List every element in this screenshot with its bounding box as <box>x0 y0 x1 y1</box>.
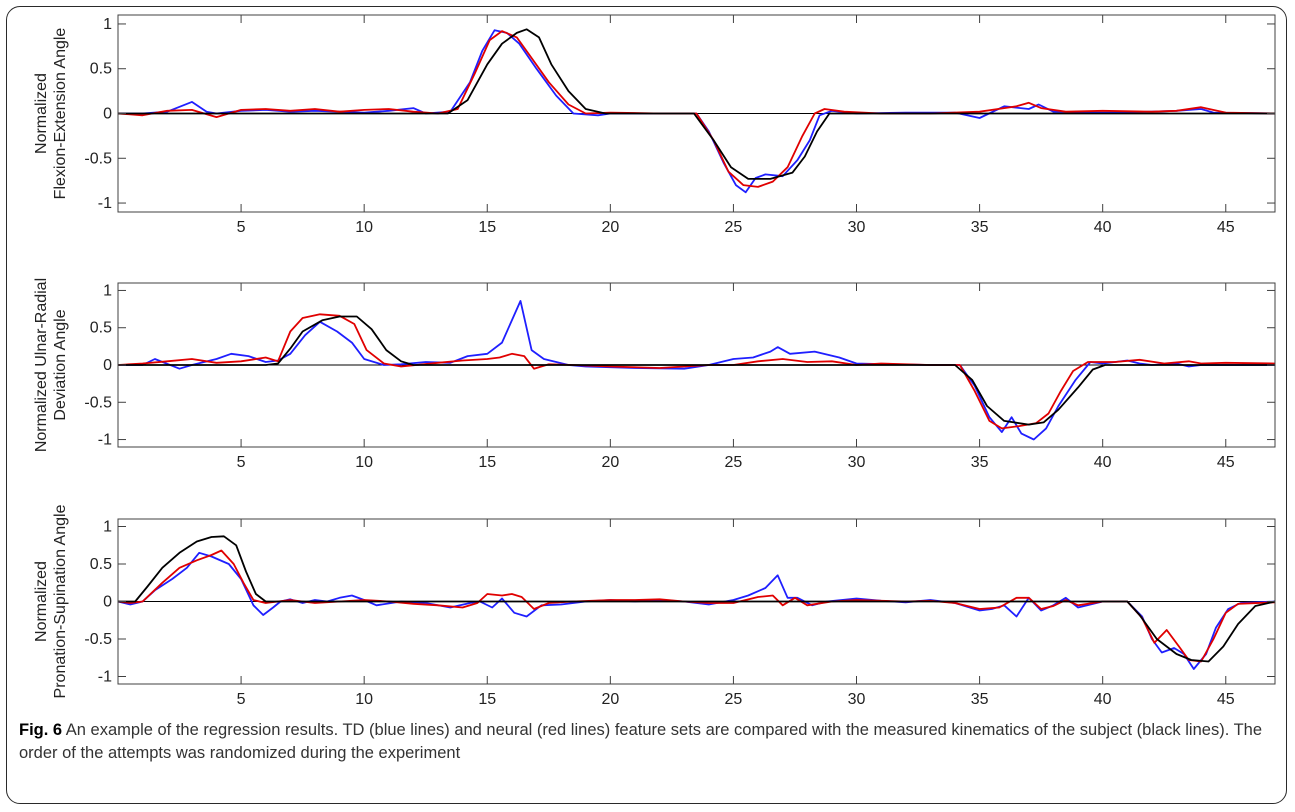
x-tick-label: 30 <box>848 691 866 708</box>
y-tick-label: -0.5 <box>84 631 112 648</box>
x-tick-label: 35 <box>971 454 989 471</box>
series-line-measured <box>118 28 1275 180</box>
y-axis-label: Pronation-Supination Angle <box>52 504 69 698</box>
y-tick-label: 0 <box>103 357 112 374</box>
x-tick-label: 10 <box>355 691 373 708</box>
x-tick-label: 25 <box>725 691 743 708</box>
chart-panel-3: 5 10 15 20 25 30 35 40 45 -1 -0.5 0 0.5 1 Normalized Pr… <box>33 504 1276 708</box>
y-tick-label: -0.5 <box>84 150 112 167</box>
x-tick-label: 5 <box>237 454 246 471</box>
y-tick-label: -1 <box>98 195 112 212</box>
y-tick-label: 1 <box>103 519 112 536</box>
x-tick-label: 5 <box>237 219 246 236</box>
x-tick-label: 10 <box>355 219 373 236</box>
x-tick-label: 45 <box>1217 454 1235 471</box>
figure-label: Fig. 6 <box>19 721 63 739</box>
series-line-td <box>117 551 1276 670</box>
y-axis-label: Flexion-Extension Angle <box>52 28 69 200</box>
series-line-neural <box>117 30 1276 188</box>
y-tick-label: -0.5 <box>84 394 112 411</box>
y-axis-label: Normalized <box>33 561 50 642</box>
series-line-neural <box>117 313 1276 430</box>
y-tick-label: 1 <box>103 282 112 299</box>
chart-panel-1: 5 10 15 20 25 30 35 40 45 -1 -0.5 0 0.5 1 Normalized Fl… <box>33 14 1276 236</box>
x-tick-label: 15 <box>478 454 496 471</box>
series-line-measured <box>118 315 1275 426</box>
y-axis-label: Deviation Angle <box>52 309 69 420</box>
series-line-measured <box>118 535 1276 663</box>
y-tick-label: 0 <box>103 106 112 123</box>
y-tick-label: -1 <box>98 669 112 686</box>
x-tick-label: 35 <box>971 219 989 236</box>
x-tick-label: 20 <box>601 219 619 236</box>
y-axis-label: Normalized <box>33 73 50 154</box>
chart-panel-2: 5 10 15 20 25 30 35 40 45 -1 -0.5 0 0.5 1 Normalized U… <box>33 278 1276 471</box>
x-tick-label: 10 <box>355 454 373 471</box>
x-tick-label: 45 <box>1217 691 1235 708</box>
x-tick-label: 40 <box>1094 691 1112 708</box>
x-tick-label: 5 <box>237 691 246 708</box>
x-tick-label: 25 <box>725 219 743 236</box>
y-tick-label: -1 <box>98 432 112 449</box>
x-tick-label: 15 <box>478 219 496 236</box>
y-tick-label: 0.5 <box>90 61 112 78</box>
figure-frame <box>6 6 1287 804</box>
x-tick-label: 30 <box>848 219 866 236</box>
x-tick-label: 35 <box>971 691 989 708</box>
y-axis-label: Normalized Ulnar-Radial <box>33 278 50 452</box>
x-tick-label: 40 <box>1094 219 1112 236</box>
caption-text: An example of the regression results. TD… <box>19 721 1262 762</box>
figure-caption: Fig. 6 An example of the regression resu… <box>19 719 1277 765</box>
x-tick-label: 15 <box>478 691 496 708</box>
x-tick-label: 20 <box>601 691 619 708</box>
x-tick-label: 20 <box>601 454 619 471</box>
x-tick-label: 30 <box>848 454 866 471</box>
y-tick-label: 0 <box>103 594 112 611</box>
x-tick-label: 45 <box>1217 219 1235 236</box>
y-tick-label: 1 <box>103 16 112 33</box>
x-tick-label: 40 <box>1094 454 1112 471</box>
y-tick-label: 0.5 <box>90 556 112 573</box>
y-tick-label: 0.5 <box>90 320 112 337</box>
series-line-neural <box>117 549 1276 663</box>
x-tick-label: 25 <box>725 454 743 471</box>
series-line-td <box>118 300 1275 441</box>
